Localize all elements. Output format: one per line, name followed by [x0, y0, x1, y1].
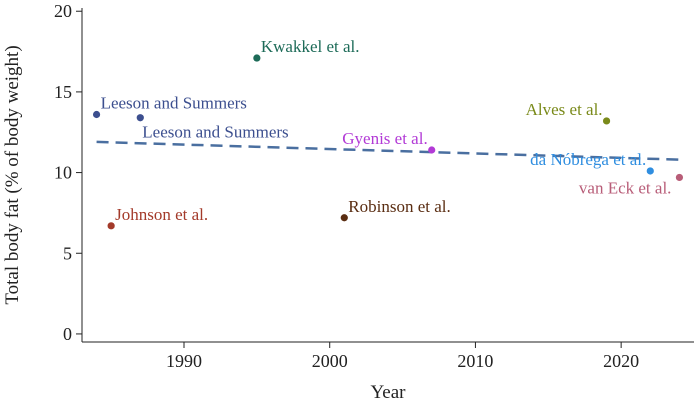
x-axis-title: Year	[370, 382, 406, 403]
y-tick-label: 20	[54, 1, 72, 21]
data-point	[675, 173, 684, 182]
point-label: Gyenis et al.	[342, 129, 427, 148]
axes	[81, 8, 694, 343]
point-label: Leeson and Summers	[101, 93, 247, 112]
point-label: Leeson and Summers	[142, 123, 288, 142]
point-label: da Nóbrega et al.	[530, 150, 646, 169]
point-label: Robinson et al.	[348, 197, 450, 216]
data-point	[428, 146, 436, 154]
axis-ticks: 0 5 10 15 20 1990 2000 2010 2020	[54, 1, 639, 371]
x-tick-label: 2000	[312, 351, 348, 371]
point-label: Kwakkel et al.	[261, 37, 360, 56]
y-tick-label: 10	[54, 163, 72, 183]
y-axis-title: Total body fat (% of body weight)	[2, 45, 23, 304]
data-point	[253, 54, 261, 62]
x-tick-label: 1990	[166, 351, 202, 371]
data-point	[107, 222, 115, 230]
point-label: Johnson et al.	[115, 205, 208, 224]
data-point	[646, 167, 654, 175]
trend-line	[96, 140, 680, 161]
data-point	[602, 117, 611, 125]
point-labels: Leeson and Summers Johnson et al. Leeson a…	[101, 37, 672, 224]
y-tick-label: 15	[54, 82, 72, 102]
trend-line-group	[96, 140, 680, 161]
data-point	[92, 110, 101, 119]
point-label: van Eck et al.	[579, 178, 672, 197]
x-tick-label: 2010	[457, 351, 493, 371]
y-tick-label: 5	[63, 243, 72, 263]
data-points	[92, 54, 684, 230]
point-label: Alves et al.	[526, 100, 603, 119]
y-tick-label: 0	[63, 324, 72, 344]
data-point	[340, 214, 348, 222]
x-tick-label: 2020	[603, 351, 639, 371]
data-point	[136, 114, 144, 122]
